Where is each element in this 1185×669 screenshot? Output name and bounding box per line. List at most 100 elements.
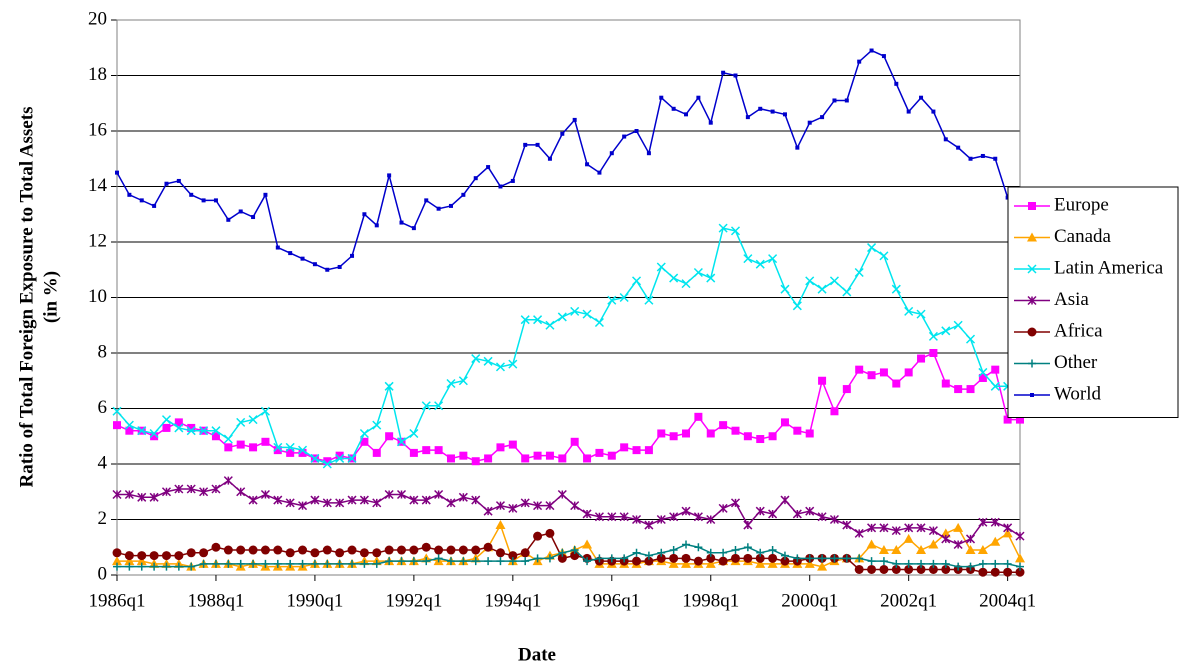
data-point <box>792 301 802 311</box>
data-point <box>706 514 716 525</box>
data-point <box>842 287 852 297</box>
data-point <box>966 385 975 394</box>
data-point <box>508 440 517 449</box>
data-point <box>508 503 518 513</box>
data-point <box>657 548 666 557</box>
data-point <box>607 512 617 522</box>
data-point <box>484 454 493 463</box>
data-point <box>731 546 740 555</box>
data-point <box>730 226 741 236</box>
data-point <box>928 331 938 341</box>
data-point <box>236 487 246 497</box>
data-point <box>125 562 134 571</box>
data-point <box>743 543 752 552</box>
data-point <box>211 426 221 436</box>
y-axis-title: Ratio of Total Foreign Exposure to Total… <box>16 107 37 488</box>
data-point <box>978 517 988 527</box>
data-point <box>125 426 134 435</box>
data-point <box>941 379 950 388</box>
data-point <box>446 545 456 555</box>
data-point <box>570 546 579 555</box>
data-point <box>855 554 864 563</box>
data-point <box>285 498 295 508</box>
data-point <box>657 429 666 438</box>
data-point <box>842 520 852 530</box>
data-point <box>990 536 1001 546</box>
data-point <box>384 489 394 500</box>
data-point <box>755 259 765 269</box>
data-point <box>745 115 750 120</box>
data-point <box>236 440 245 449</box>
data-point <box>953 539 963 550</box>
data-point <box>829 514 839 525</box>
data-point <box>705 558 716 568</box>
data-point <box>310 548 320 558</box>
legend-label: Africa <box>1054 320 1103 341</box>
data-point <box>137 492 147 502</box>
data-point <box>557 553 567 563</box>
y-axis-title: (in %) <box>40 271 61 323</box>
data-point <box>535 142 540 147</box>
data-point <box>372 448 381 457</box>
y-tick-label: 20 <box>88 8 107 29</box>
legend-marker <box>1027 327 1037 337</box>
data-point <box>706 429 715 438</box>
data-point <box>187 562 196 571</box>
data-point <box>385 432 394 441</box>
data-point <box>187 423 196 432</box>
data-point <box>161 551 171 561</box>
data-point <box>684 112 689 117</box>
data-point <box>335 453 345 463</box>
data-point <box>459 557 468 566</box>
data-point <box>632 276 642 286</box>
data-point <box>248 415 258 425</box>
data-point <box>669 553 679 563</box>
legend-label: Europe <box>1054 194 1109 215</box>
data-point <box>572 117 577 122</box>
data-point <box>620 554 629 563</box>
data-point <box>805 276 815 286</box>
data-point <box>310 495 320 505</box>
data-point <box>458 492 468 502</box>
data-point <box>471 354 481 364</box>
x-tick-label: 2004q1 <box>979 590 1036 611</box>
data-point <box>112 406 122 416</box>
data-point <box>335 548 345 558</box>
data-point <box>830 554 839 563</box>
data-point <box>273 545 283 555</box>
data-point <box>483 506 493 516</box>
data-point <box>904 559 913 568</box>
data-point <box>458 376 468 386</box>
data-point <box>409 428 419 439</box>
data-point <box>458 545 468 555</box>
data-point <box>162 423 171 432</box>
data-point <box>347 545 357 555</box>
data-point <box>607 295 617 305</box>
data-point <box>359 428 369 439</box>
data-point <box>248 545 258 555</box>
y-tick-label: 14 <box>88 175 108 196</box>
data-point <box>422 557 431 566</box>
data-point <box>743 520 753 530</box>
legend-label: World <box>1054 383 1102 404</box>
data-point <box>718 556 728 566</box>
data-point <box>570 437 579 446</box>
x-tick-label: 2000q1 <box>781 590 838 611</box>
data-point <box>186 548 196 558</box>
data-point <box>818 376 827 385</box>
data-point <box>421 495 431 505</box>
data-point <box>348 559 357 568</box>
data-point <box>929 559 938 568</box>
data-point <box>199 487 209 497</box>
legend-label: Other <box>1054 352 1098 373</box>
data-point <box>755 506 765 516</box>
data-point <box>669 432 678 441</box>
data-point <box>286 559 295 568</box>
data-point <box>867 523 877 533</box>
data-point <box>607 554 616 563</box>
data-point <box>916 309 926 319</box>
data-point <box>260 489 270 500</box>
data-point <box>211 559 220 568</box>
data-point <box>533 531 543 541</box>
data-point <box>928 526 938 536</box>
